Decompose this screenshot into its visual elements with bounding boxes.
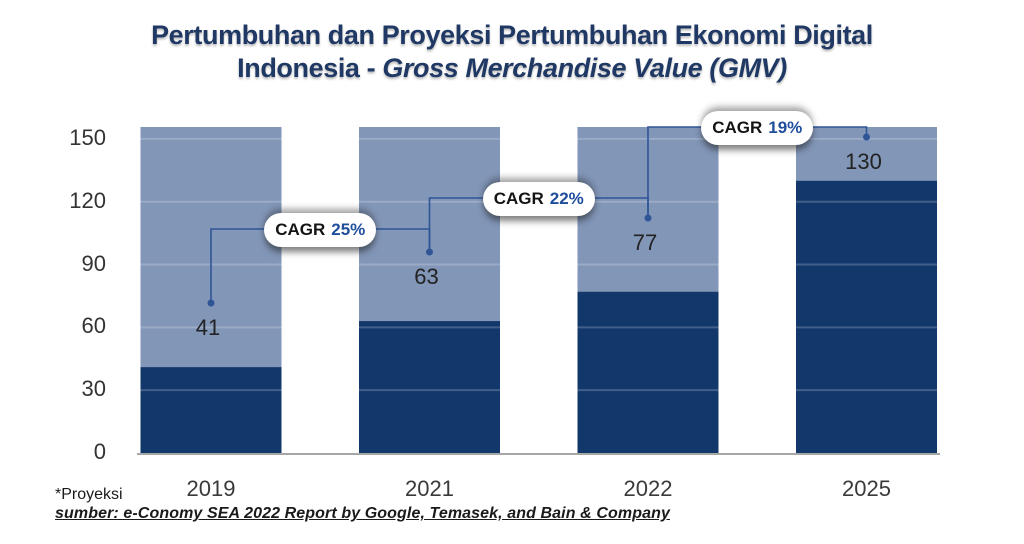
- y-tick-label: 0: [93, 439, 106, 464]
- bar-value-label: 41: [195, 315, 221, 340]
- cagr-badge: CAGR 19%: [701, 111, 814, 145]
- connector-dot: [863, 133, 870, 141]
- source-citation: sumber: e-Conomy SEA 2022 Report by Goog…: [55, 505, 670, 522]
- cagr-badge-label: CAGR: [275, 220, 326, 239]
- cagr-badge: CAGR 25%: [264, 213, 377, 247]
- x-axis-label: 2022: [623, 476, 673, 501]
- y-tick-label: 120: [69, 187, 106, 213]
- chart-title: Pertumbuhan dan Proyeksi Pertumbuhan Eko…: [0, 19, 1024, 85]
- cagr-badge: CAGR 22%: [482, 182, 595, 216]
- bar-value-2022: [577, 291, 719, 453]
- y-tick-label: 60: [81, 313, 106, 339]
- chart-title-line2-italic: Gross Merchandise Value (GMV): [382, 53, 787, 83]
- y-tick-label: 150: [69, 124, 106, 150]
- bar-value-label: 77: [632, 230, 658, 255]
- cagr-badge-label: CAGR: [493, 189, 544, 208]
- cagr-badge-percent: 19%: [768, 118, 803, 137]
- connector-dot: [644, 214, 652, 222]
- connector-dot: [207, 299, 215, 307]
- x-axis-label: 2021: [405, 476, 454, 501]
- bar-value-2025: [796, 180, 937, 454]
- x-axis-label: 2019: [186, 476, 236, 501]
- cagr-badge-percent: 25%: [331, 220, 366, 239]
- x-axis-label: 2025: [842, 476, 891, 501]
- chart-title-line1: Pertumbuhan dan Proyeksi Pertumbuhan Eko…: [151, 20, 873, 50]
- projection-note: *Proyeksi: [55, 486, 123, 503]
- y-tick-label: 90: [81, 250, 106, 276]
- chart-title-line2-plain: Indonesia -: [237, 53, 383, 83]
- y-tick-label: 30: [81, 376, 106, 402]
- bar-value-label: 63: [414, 264, 439, 289]
- connector-dot: [426, 248, 433, 256]
- bar-value-2021: [359, 321, 500, 453]
- bar-value-label: 130: [845, 149, 882, 174]
- cagr-badge-label: CAGR: [712, 118, 763, 137]
- bar-value-2019: [140, 367, 282, 453]
- cagr-badge-percent: 22%: [549, 189, 584, 208]
- chart-title-line2: Indonesia - Gross Merchandise Value (GMV…: [0, 52, 1024, 85]
